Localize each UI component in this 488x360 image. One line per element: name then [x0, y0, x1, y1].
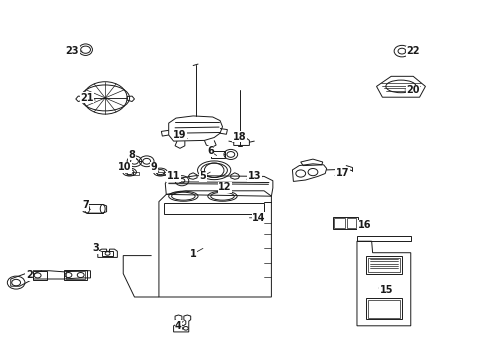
Text: 16: 16 [357, 220, 370, 230]
Bar [367, 258, 400, 272]
Text: 8: 8 [128, 150, 135, 160]
Bar [211, 151, 224, 158]
Text: 18: 18 [232, 132, 246, 142]
Text: 23: 23 [65, 46, 79, 56]
Text: 20: 20 [406, 85, 419, 95]
Bar [63, 270, 87, 280]
Text: 15: 15 [379, 285, 392, 295]
Text: 6: 6 [206, 146, 213, 156]
Bar [133, 172, 139, 175]
Text: 1: 1 [189, 249, 196, 259]
Text: 22: 22 [406, 46, 419, 56]
Bar [332, 217, 357, 229]
Text: 2: 2 [26, 270, 33, 280]
Text: 21: 21 [80, 93, 94, 103]
Bar [365, 298, 402, 319]
Text: 7: 7 [82, 200, 89, 210]
Text: 12: 12 [218, 182, 231, 192]
Bar [365, 256, 402, 274]
Bar [126, 172, 132, 175]
Text: 10: 10 [118, 162, 131, 172]
Bar [157, 172, 163, 175]
Text: 5: 5 [199, 171, 206, 181]
Text: 19: 19 [173, 130, 186, 140]
Text: 17: 17 [335, 168, 348, 178]
Bar [65, 271, 85, 279]
Bar [164, 172, 170, 175]
Bar [367, 300, 400, 318]
Text: 14: 14 [252, 213, 265, 223]
Text: 13: 13 [247, 171, 261, 181]
Bar [33, 271, 47, 280]
Text: 9: 9 [150, 162, 157, 172]
Bar [346, 218, 355, 228]
Bar [334, 218, 345, 228]
Bar [163, 203, 264, 214]
Text: 3: 3 [92, 243, 99, 253]
Text: 4: 4 [175, 321, 182, 331]
Text: 11: 11 [166, 171, 180, 181]
Bar [102, 251, 113, 256]
